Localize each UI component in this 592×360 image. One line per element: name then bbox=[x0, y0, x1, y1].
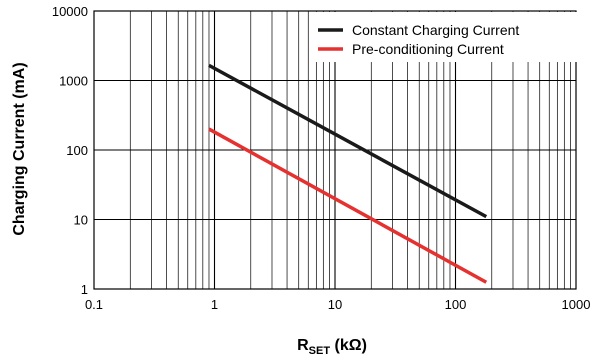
series-layer bbox=[208, 63, 488, 284]
legend: Constant Charging Current Pre-conditioni… bbox=[311, 12, 577, 62]
series-line-preconditioning bbox=[208, 127, 488, 284]
y-tick-label: 10 bbox=[74, 213, 88, 228]
plot-frame bbox=[93, 10, 577, 290]
y-axis-title: Charging Current (mA) bbox=[11, 62, 28, 235]
x-axis-title: RSET (kΩ) bbox=[297, 337, 367, 357]
x-axis-title-main: R bbox=[297, 337, 309, 354]
legend-label-constant: Constant Charging Current bbox=[352, 22, 519, 38]
legend-background bbox=[311, 12, 577, 62]
x-tick-label: 0.1 bbox=[85, 297, 103, 312]
x-axis-ticks: 0.1 1 10 100 1000 bbox=[85, 297, 591, 312]
x-axis-title-subscript: SET bbox=[309, 345, 331, 357]
x-tick-label: 100 bbox=[445, 297, 467, 312]
series-line-constant-charging bbox=[208, 63, 488, 219]
y-axis-ticks: 1 10 100 1000 10000 bbox=[52, 4, 88, 297]
y-tick-label: 1 bbox=[81, 282, 88, 297]
x-tick-label: 1000 bbox=[562, 297, 591, 312]
x-axis-title-unit: (kΩ) bbox=[330, 337, 367, 354]
x-tick-label: 1 bbox=[211, 297, 218, 312]
legend-label-preconditioning: Pre-conditioning Current bbox=[352, 41, 504, 57]
major-grid bbox=[94, 11, 576, 289]
y-tick-label: 10000 bbox=[52, 4, 88, 19]
y-tick-label: 100 bbox=[66, 143, 88, 158]
y-tick-label: 1000 bbox=[59, 74, 88, 89]
x-tick-label: 10 bbox=[328, 297, 342, 312]
